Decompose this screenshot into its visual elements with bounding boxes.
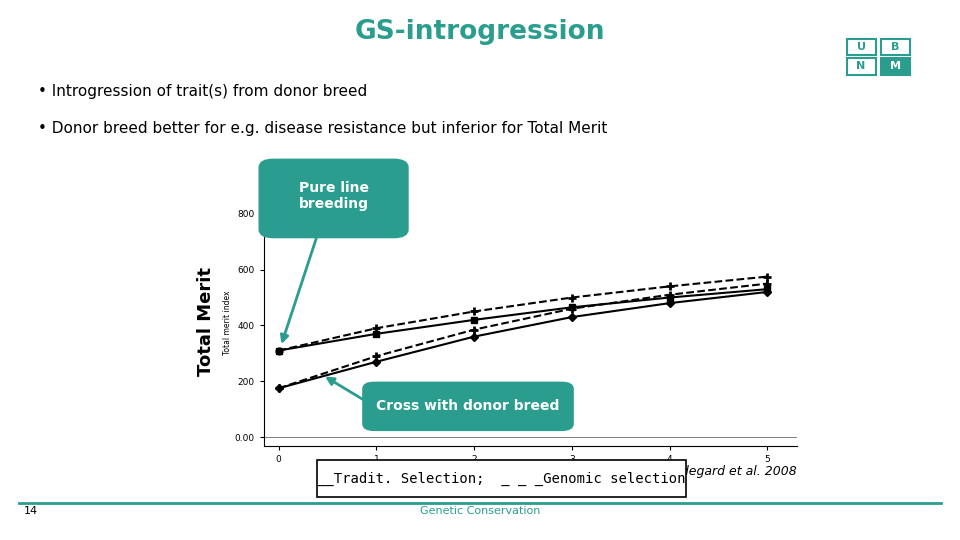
Text: N: N bbox=[856, 62, 866, 71]
Text: Pure line
breeding: Pure line breeding bbox=[299, 181, 369, 211]
Text: GS-introgression: GS-introgression bbox=[355, 19, 605, 45]
Text: U: U bbox=[856, 42, 866, 52]
Y-axis label: Total merit index: Total merit index bbox=[223, 291, 232, 355]
Text: • Donor breed better for e.g. disease resistance but inferior for Total Merit: • Donor breed better for e.g. disease re… bbox=[38, 122, 608, 137]
Text: Total Merit: Total Merit bbox=[198, 267, 215, 376]
Text: Genetic Conservation: Genetic Conservation bbox=[420, 506, 540, 516]
Text: M: M bbox=[890, 62, 901, 71]
Text: __Tradit. Selection;  _ _ _Genomic selection: __Tradit. Selection; _ _ _Genomic select… bbox=[318, 471, 685, 485]
Text: B: B bbox=[892, 42, 900, 52]
Text: • Introgression of trait(s) from donor breed: • Introgression of trait(s) from donor b… bbox=[38, 84, 368, 99]
X-axis label: Generation: Generation bbox=[500, 467, 561, 476]
Text: 14: 14 bbox=[24, 506, 38, 516]
Text: Odegard et al. 2008: Odegard et al. 2008 bbox=[671, 465, 797, 478]
Text: Cross with donor breed: Cross with donor breed bbox=[376, 400, 560, 413]
